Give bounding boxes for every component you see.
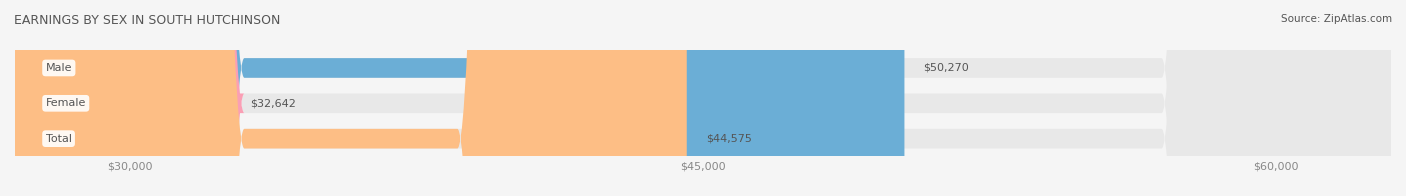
- FancyBboxPatch shape: [15, 0, 904, 196]
- Text: $50,270: $50,270: [924, 63, 969, 73]
- FancyBboxPatch shape: [15, 0, 1391, 196]
- Text: Source: ZipAtlas.com: Source: ZipAtlas.com: [1281, 14, 1392, 24]
- Text: $44,575: $44,575: [706, 134, 752, 144]
- Text: EARNINGS BY SEX IN SOUTH HUTCHINSON: EARNINGS BY SEX IN SOUTH HUTCHINSON: [14, 14, 280, 27]
- FancyBboxPatch shape: [15, 0, 1391, 196]
- Text: $32,642: $32,642: [250, 98, 295, 108]
- FancyBboxPatch shape: [15, 0, 1391, 196]
- Text: Female: Female: [45, 98, 86, 108]
- Text: Total: Total: [45, 134, 72, 144]
- FancyBboxPatch shape: [15, 0, 686, 196]
- Text: Male: Male: [45, 63, 72, 73]
- FancyBboxPatch shape: [1, 0, 245, 196]
